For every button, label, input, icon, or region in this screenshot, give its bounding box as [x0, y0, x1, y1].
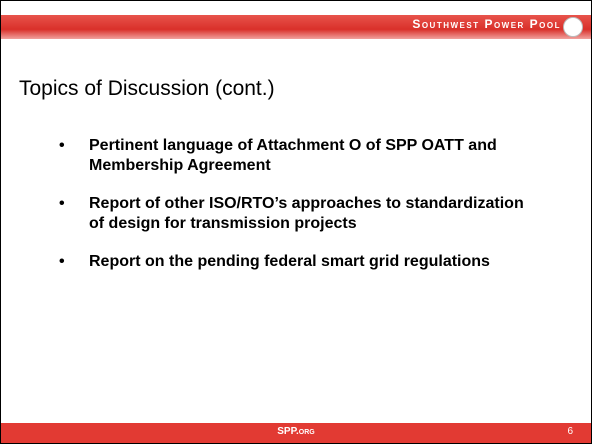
top-bar	[1, 1, 591, 16]
bullet: Pertinent language of Attachment O of SP…	[59, 136, 529, 176]
page-number: 6	[567, 426, 573, 437]
brand: Southwest Power Pool	[412, 17, 561, 31]
header-band	[1, 15, 591, 39]
logo	[563, 17, 583, 37]
footer-site: SPP.org	[277, 426, 315, 437]
bullet: Report of other ISO/RTO’s approaches to …	[59, 194, 529, 234]
bullet: Report on the pending federal smart grid…	[59, 252, 529, 272]
bullet-list: Pertinent language of Attachment O of SP…	[59, 136, 529, 290]
slide-title: Topics of Discussion (cont.)	[19, 77, 275, 100]
footer: SPP.org 6	[1, 423, 591, 443]
